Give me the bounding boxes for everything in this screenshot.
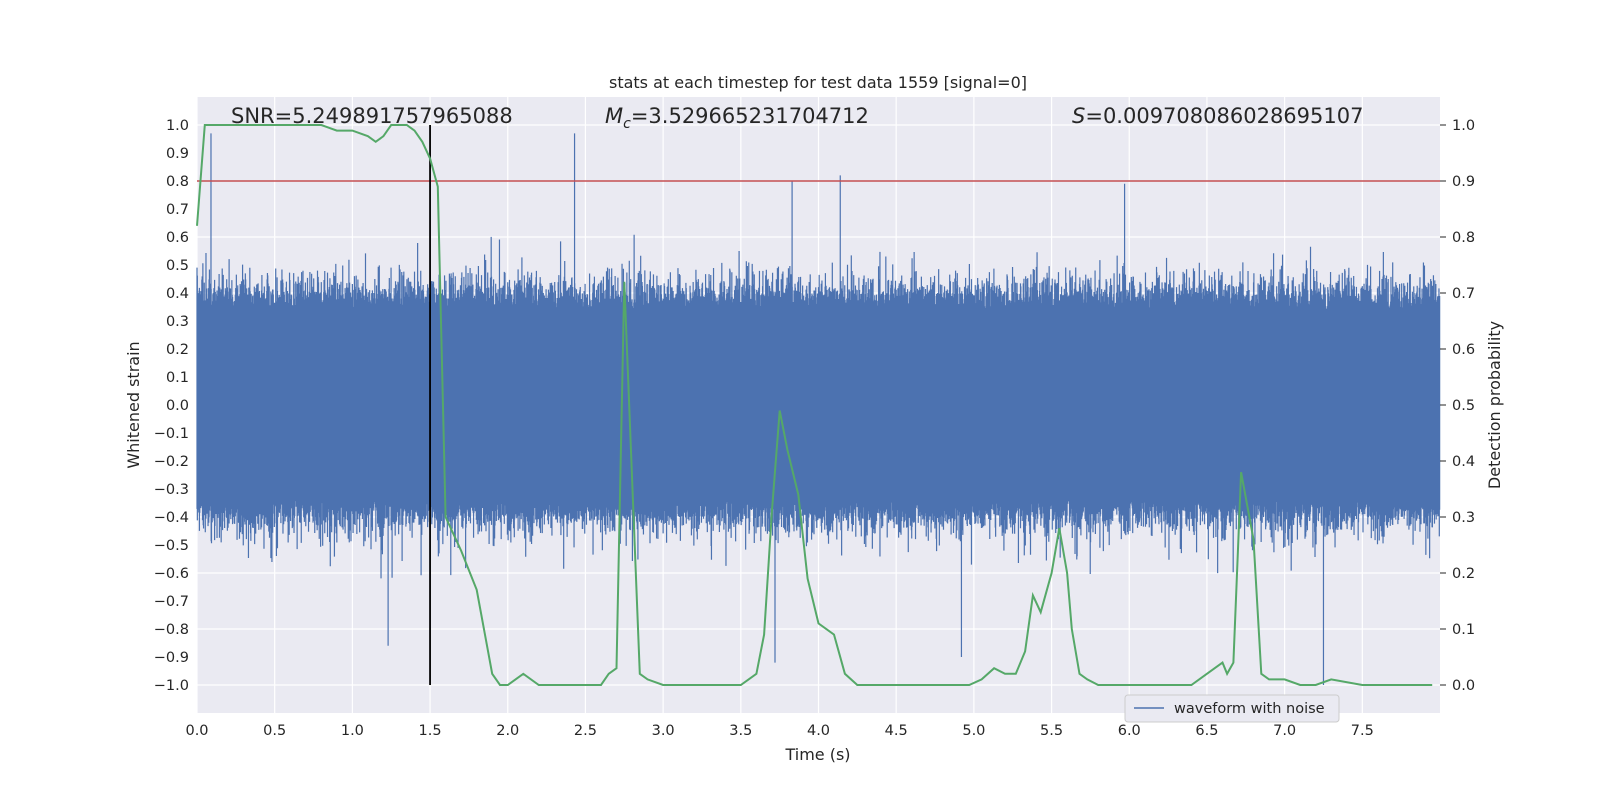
x-tick-label: 2.5 [574,723,597,739]
x-tick-label: 3.0 [652,723,675,739]
y-left-tick-label: 0.8 [166,174,189,190]
y-right-tick-label: 0.2 [1452,566,1475,582]
y-left-tick-label: −1.0 [154,678,189,694]
y-left-tick-label: −0.8 [154,622,189,638]
waveform-series [196,133,1441,685]
y-left-tick-label: −0.4 [154,510,189,526]
s-annotation: S=0.009708086028695107 [1072,104,1363,128]
x-tick-label: 5.5 [1040,723,1063,739]
y-right-axis-label: Detection probability [1485,321,1504,489]
y-right-tick-label: 0.0 [1452,678,1475,694]
chart-title: stats at each timestep for test data 155… [609,73,1027,92]
legend: waveform with noise [1124,694,1340,723]
y-left-tick-label: 0.9 [166,146,189,162]
y-right-tick-label: 0.8 [1452,230,1475,246]
x-tick-label: 7.0 [1273,723,1296,739]
y-right-tick-label: 0.6 [1452,342,1475,358]
y-left-tick-label: 0.5 [166,258,189,274]
x-tick-label: 2.0 [496,723,519,739]
y-right-tick-label: 0.5 [1452,398,1475,414]
x-tick-label: 4.5 [885,723,908,739]
y-left-axis-ticks: 1.0 0.9 0.8 0.7 0.6 0.5 0.4 0.3 0.2 0.1 0.0 −0.1 −0.… [154,118,189,694]
x-tick-label: 1.0 [341,723,364,739]
x-tick-label: 1.5 [419,723,442,739]
y-right-tick-label: 1.0 [1452,118,1475,134]
waveform-path [196,133,1441,685]
y-left-tick-label: −0.9 [154,650,189,666]
y-left-axis-label: Whitened strain [124,341,143,468]
y-right-tick-label: 0.1 [1452,622,1475,638]
y-left-tick-label: −0.3 [154,482,189,498]
x-tick-label: 6.0 [1118,723,1141,739]
x-tick-label: 6.5 [1195,723,1218,739]
x-tick-label: 4.0 [807,723,830,739]
mc-value: =3.529665231704712 [631,104,869,128]
x-tick-label: 3.5 [729,723,752,739]
y-left-tick-label: 0.3 [166,314,189,330]
s-value: =0.009708086028695107 [1085,104,1363,128]
y-right-axis-ticks: 1.0 0.9 0.8 0.7 0.6 0.5 0.4 0.3 0.2 0.1 0.0 [1440,118,1475,694]
y-left-tick-label: −0.7 [154,594,189,610]
y-right-tick-label: 0.9 [1452,174,1475,190]
y-left-tick-label: −0.5 [154,538,189,554]
y-left-tick-label: −0.1 [154,426,189,442]
y-right-tick-label: 0.4 [1452,454,1475,470]
y-left-tick-label: 0.0 [166,398,189,414]
y-left-tick-label: −0.6 [154,566,189,582]
y-left-tick-label: 0.1 [166,370,189,386]
x-axis-ticks: 0.0 0.5 1.0 1.5 2.0 2.5 3.0 3.5 4.0 4.5 5.0 5.5 6.0 6… [185,723,1373,739]
chirp-mass-annotation: Mc=3.529665231704712 [605,104,869,132]
y-left-tick-label: 0.7 [166,202,189,218]
y-right-tick-label: 0.7 [1452,286,1475,302]
legend-label: waveform with noise [1174,701,1325,717]
y-left-tick-label: 0.4 [166,286,189,302]
y-left-tick-label: 0.6 [166,230,189,246]
s-symbol: S [1072,104,1085,128]
mc-subscript: c [623,116,631,132]
y-left-tick-label: 0.2 [166,342,189,358]
x-axis-label: Time (s) [784,745,850,764]
probability-line [196,124,1433,686]
legend-box [1124,694,1340,723]
x-tick-label: 0.0 [185,723,208,739]
y-left-tick-label: 1.0 [166,118,189,134]
x-tick-label: 7.5 [1351,723,1374,739]
mc-symbol: M [605,104,623,128]
y-left-tick-label: −0.2 [154,454,189,470]
x-tick-label: 5.0 [962,723,985,739]
snr-annotation: SNR=5.249891757965088 [231,104,513,128]
y-right-tick-label: 0.3 [1452,510,1475,526]
x-tick-label: 0.5 [263,723,286,739]
